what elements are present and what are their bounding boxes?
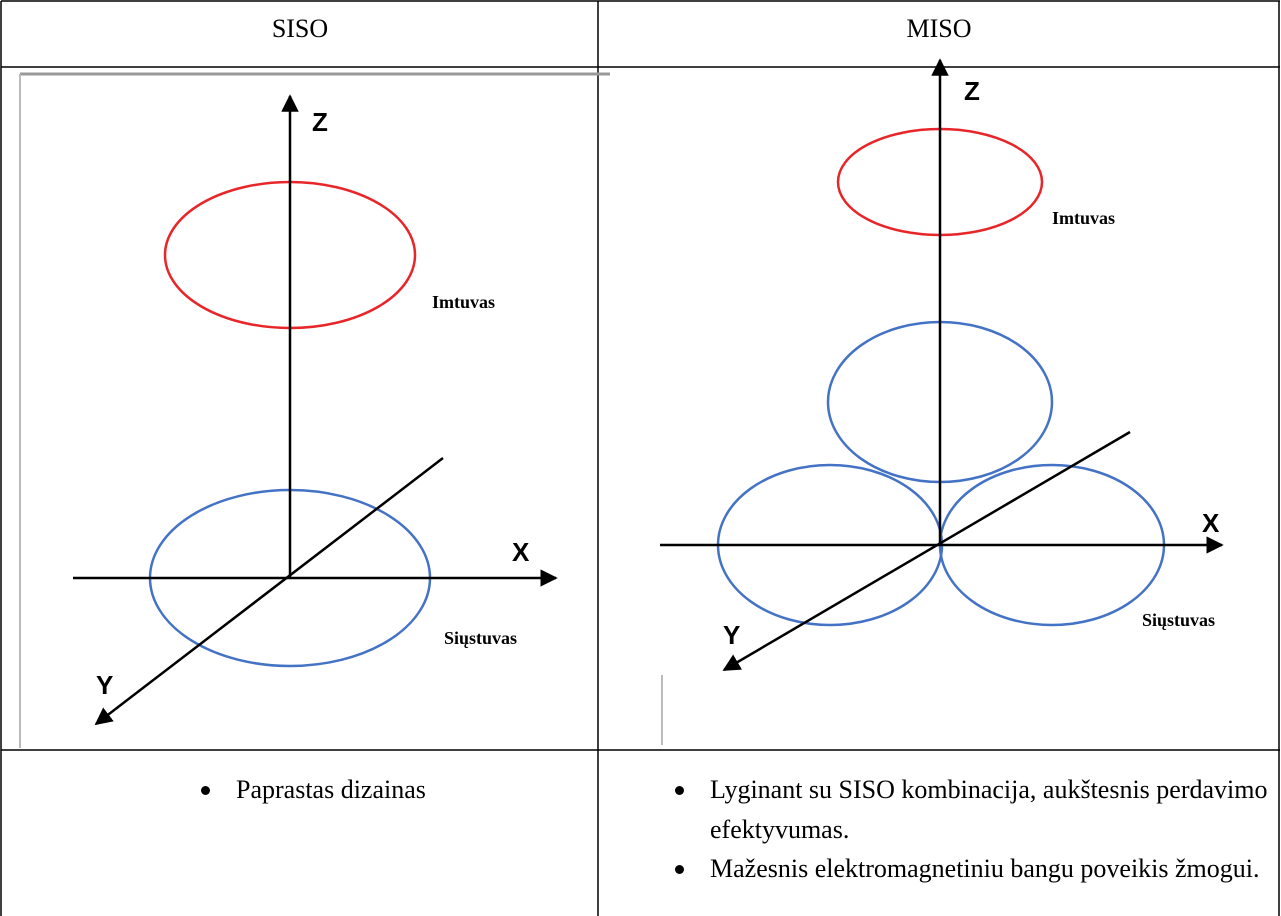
receiver-label: Imtuvas	[432, 292, 495, 312]
bullet-list: Lyginant su SISO kombinacija, aukštesnis…	[710, 770, 1278, 889]
z-label: Z	[312, 107, 328, 137]
transmitter-label: Siųstuvas	[1142, 610, 1215, 630]
siso-diagram: Z X Y Imtuvas Siųstuvas	[20, 74, 610, 748]
receiver-label: Imtuvas	[1052, 208, 1115, 228]
miso-diagram: Z X Y Imtuvas Siųstuvas	[660, 60, 1222, 745]
bullet-item: Mažesnis elektromagnetiniu bangu poveiki…	[710, 849, 1278, 889]
y-label: Y	[723, 620, 740, 650]
bullet-item: Lyginant su SISO kombinacija, aukštesnis…	[710, 770, 1278, 849]
header-cell: SISO	[2, 14, 598, 44]
x-label: X	[512, 537, 530, 567]
y-label: Y	[96, 670, 113, 700]
bullet-list: Paprastas dizainas	[236, 770, 586, 810]
x-label: X	[1202, 508, 1220, 538]
transmitter-label: Siųstuvas	[444, 628, 517, 648]
header-cell: MISO	[600, 14, 1278, 44]
page: Z X Y Imtuvas Siųstuvas Z X Y Imtuvas Si…	[0, 0, 1281, 916]
bullet-item: Paprastas dizainas	[236, 770, 586, 810]
z-label: Z	[964, 76, 980, 106]
